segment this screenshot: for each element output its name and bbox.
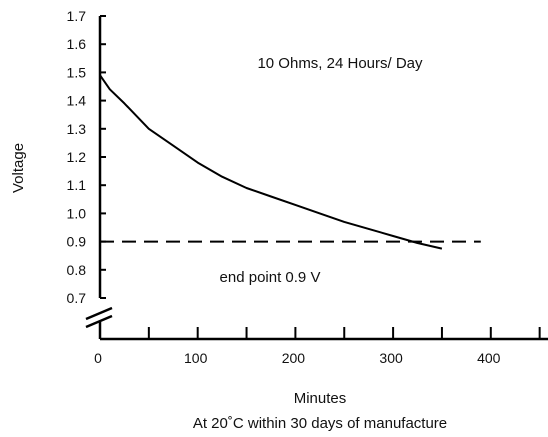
annotation-label: 10 Ohms, 24 Hours/ Day <box>257 55 423 72</box>
axis-break-mark <box>85 306 113 329</box>
y-tick-label: 1.6 <box>67 36 87 52</box>
y-tick-label: 1.5 <box>67 64 87 80</box>
chart-marks: 0.7 0.8 0.9 1.0 1.1 1.2 1.3 1.4 1.5 1.6 1.7 0 100 200… <box>67 8 548 366</box>
x-tick-label: 400 <box>477 350 501 366</box>
x-tick-label: 200 <box>282 350 306 366</box>
y-tick-label: 0.7 <box>67 290 87 306</box>
y-axis-label: Voltage <box>10 143 27 193</box>
y-tick-label: 1.3 <box>67 121 87 137</box>
discharge-curve <box>99 74 443 250</box>
y-tick-label: 0.9 <box>67 234 87 250</box>
chart-caption: At 20˚C within 30 days of manufacture <box>193 415 447 432</box>
x-tick-label: 0 <box>94 350 102 366</box>
y-tick-label: 1.4 <box>67 93 87 109</box>
x-axis-label: Minutes <box>294 390 347 407</box>
y-tick-label: 1.2 <box>67 149 87 165</box>
y-tick-label: 1.0 <box>67 205 87 221</box>
y-tick-label: 1.7 <box>67 8 87 24</box>
x-tick-label: 100 <box>184 350 208 366</box>
y-tick-label: 1.1 <box>67 177 87 193</box>
x-tick-label: 300 <box>379 350 403 366</box>
y-tick-label: 0.8 <box>67 262 87 278</box>
end-point-label: end point 0.9 V <box>220 269 321 286</box>
